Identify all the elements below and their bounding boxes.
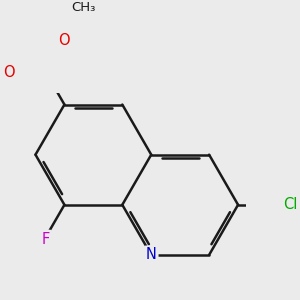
Text: F: F [42,232,50,247]
Text: O: O [3,65,14,80]
Text: N: N [146,248,157,262]
Text: O: O [58,33,70,48]
Text: CH₃: CH₃ [71,2,95,14]
Text: Cl: Cl [283,197,297,212]
